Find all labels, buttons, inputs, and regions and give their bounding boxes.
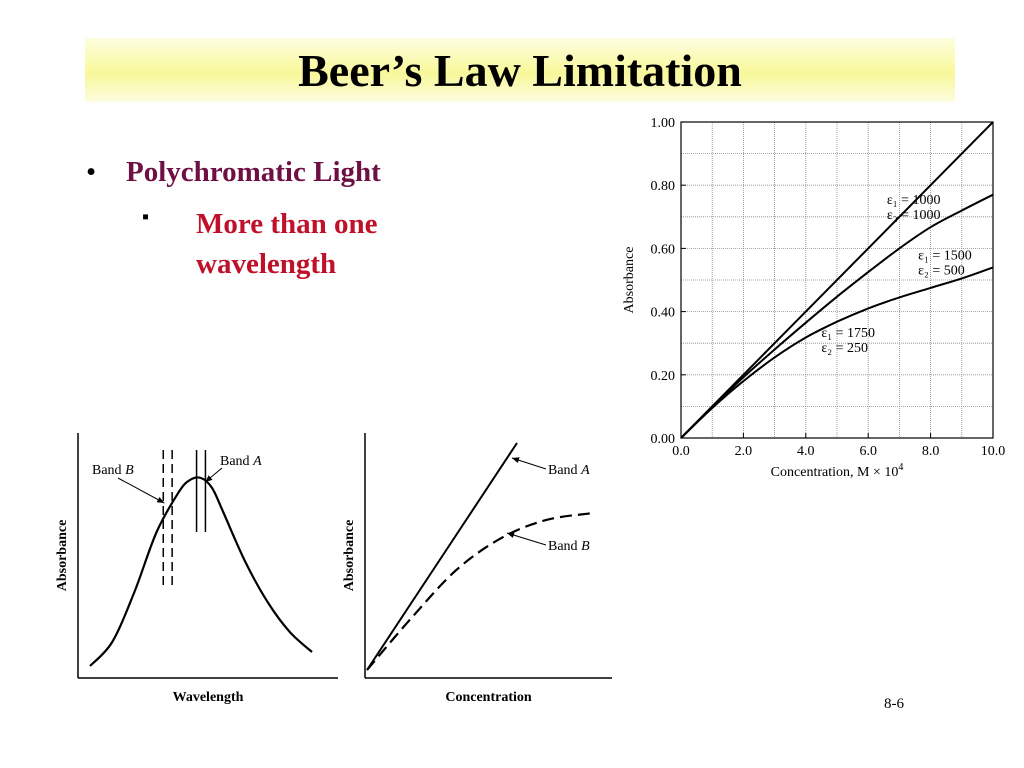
series-label-3: ε₁ = 1750 bbox=[821, 326, 875, 341]
series-label-1: ε₁ = 1000 bbox=[887, 193, 941, 208]
band-b-arrowhead-icon bbox=[507, 532, 515, 538]
y-axis-label: Absorbance bbox=[55, 520, 70, 592]
series-line-band-a bbox=[366, 442, 518, 671]
y-tick-label: 0.80 bbox=[651, 179, 676, 194]
bullet-dot-icon: • bbox=[86, 156, 97, 188]
slide-title: Beer’s Law Limitation bbox=[298, 45, 742, 96]
x-tick-label: 4.0 bbox=[797, 444, 815, 459]
x-axis-label: Concentration, M × 104 bbox=[771, 462, 904, 480]
band-a-arrowhead-icon bbox=[512, 457, 520, 464]
x-tick-label: 2.0 bbox=[735, 444, 753, 459]
band-a-label: Band A bbox=[548, 463, 590, 478]
y-tick-label: 1.00 bbox=[651, 116, 676, 131]
slide-number: 8-6 bbox=[884, 696, 904, 712]
y-axis-label: Absorbance bbox=[622, 247, 637, 314]
series-label-2: ε₂ = 500 bbox=[918, 263, 965, 278]
plot-frame bbox=[680, 121, 994, 439]
x-tick-label: 0.0 bbox=[672, 444, 690, 459]
x-axis-label: Wavelength bbox=[173, 690, 244, 705]
band-b-leader bbox=[117, 477, 165, 504]
bullet-square-icon: ▪ bbox=[142, 206, 150, 228]
y-tick-label: 0.40 bbox=[651, 306, 676, 321]
title-banner: Beer’s Law Limitation bbox=[85, 38, 955, 102]
bullet-text: Polychromatic Light bbox=[126, 156, 381, 188]
sub-bullet-text: More than one wavelength bbox=[196, 208, 378, 280]
series-line-2 bbox=[680, 193, 994, 439]
y-axis-label: Absorbance bbox=[342, 520, 357, 592]
band-a-label: Band A bbox=[220, 454, 262, 469]
series-line-3 bbox=[680, 266, 994, 439]
y-tick-label: 0.60 bbox=[651, 242, 676, 257]
y-tick-label: 0.00 bbox=[651, 432, 676, 447]
series-line-1 bbox=[680, 121, 994, 439]
x-tick-label: 6.0 bbox=[859, 444, 877, 459]
series-line-band-b bbox=[366, 512, 591, 671]
x-tick-label: 10.0 bbox=[981, 444, 1006, 459]
band-b-label: Band B bbox=[548, 539, 590, 554]
series-label-1: ε₂ = 1000 bbox=[887, 208, 941, 223]
y-tick-label: 0.20 bbox=[651, 369, 676, 384]
band-b-arrowhead-icon bbox=[156, 497, 165, 503]
spectrum-curve bbox=[89, 476, 313, 667]
x-tick-label: 8.0 bbox=[922, 444, 940, 459]
band-a-arrowhead-icon bbox=[205, 475, 213, 482]
series-label-3: ε₂ = 250 bbox=[821, 341, 868, 356]
series-label-2: ε₁ = 1500 bbox=[918, 248, 972, 263]
band-b-label: Band B bbox=[92, 463, 134, 478]
x-axis-label: Concentration bbox=[445, 690, 532, 705]
